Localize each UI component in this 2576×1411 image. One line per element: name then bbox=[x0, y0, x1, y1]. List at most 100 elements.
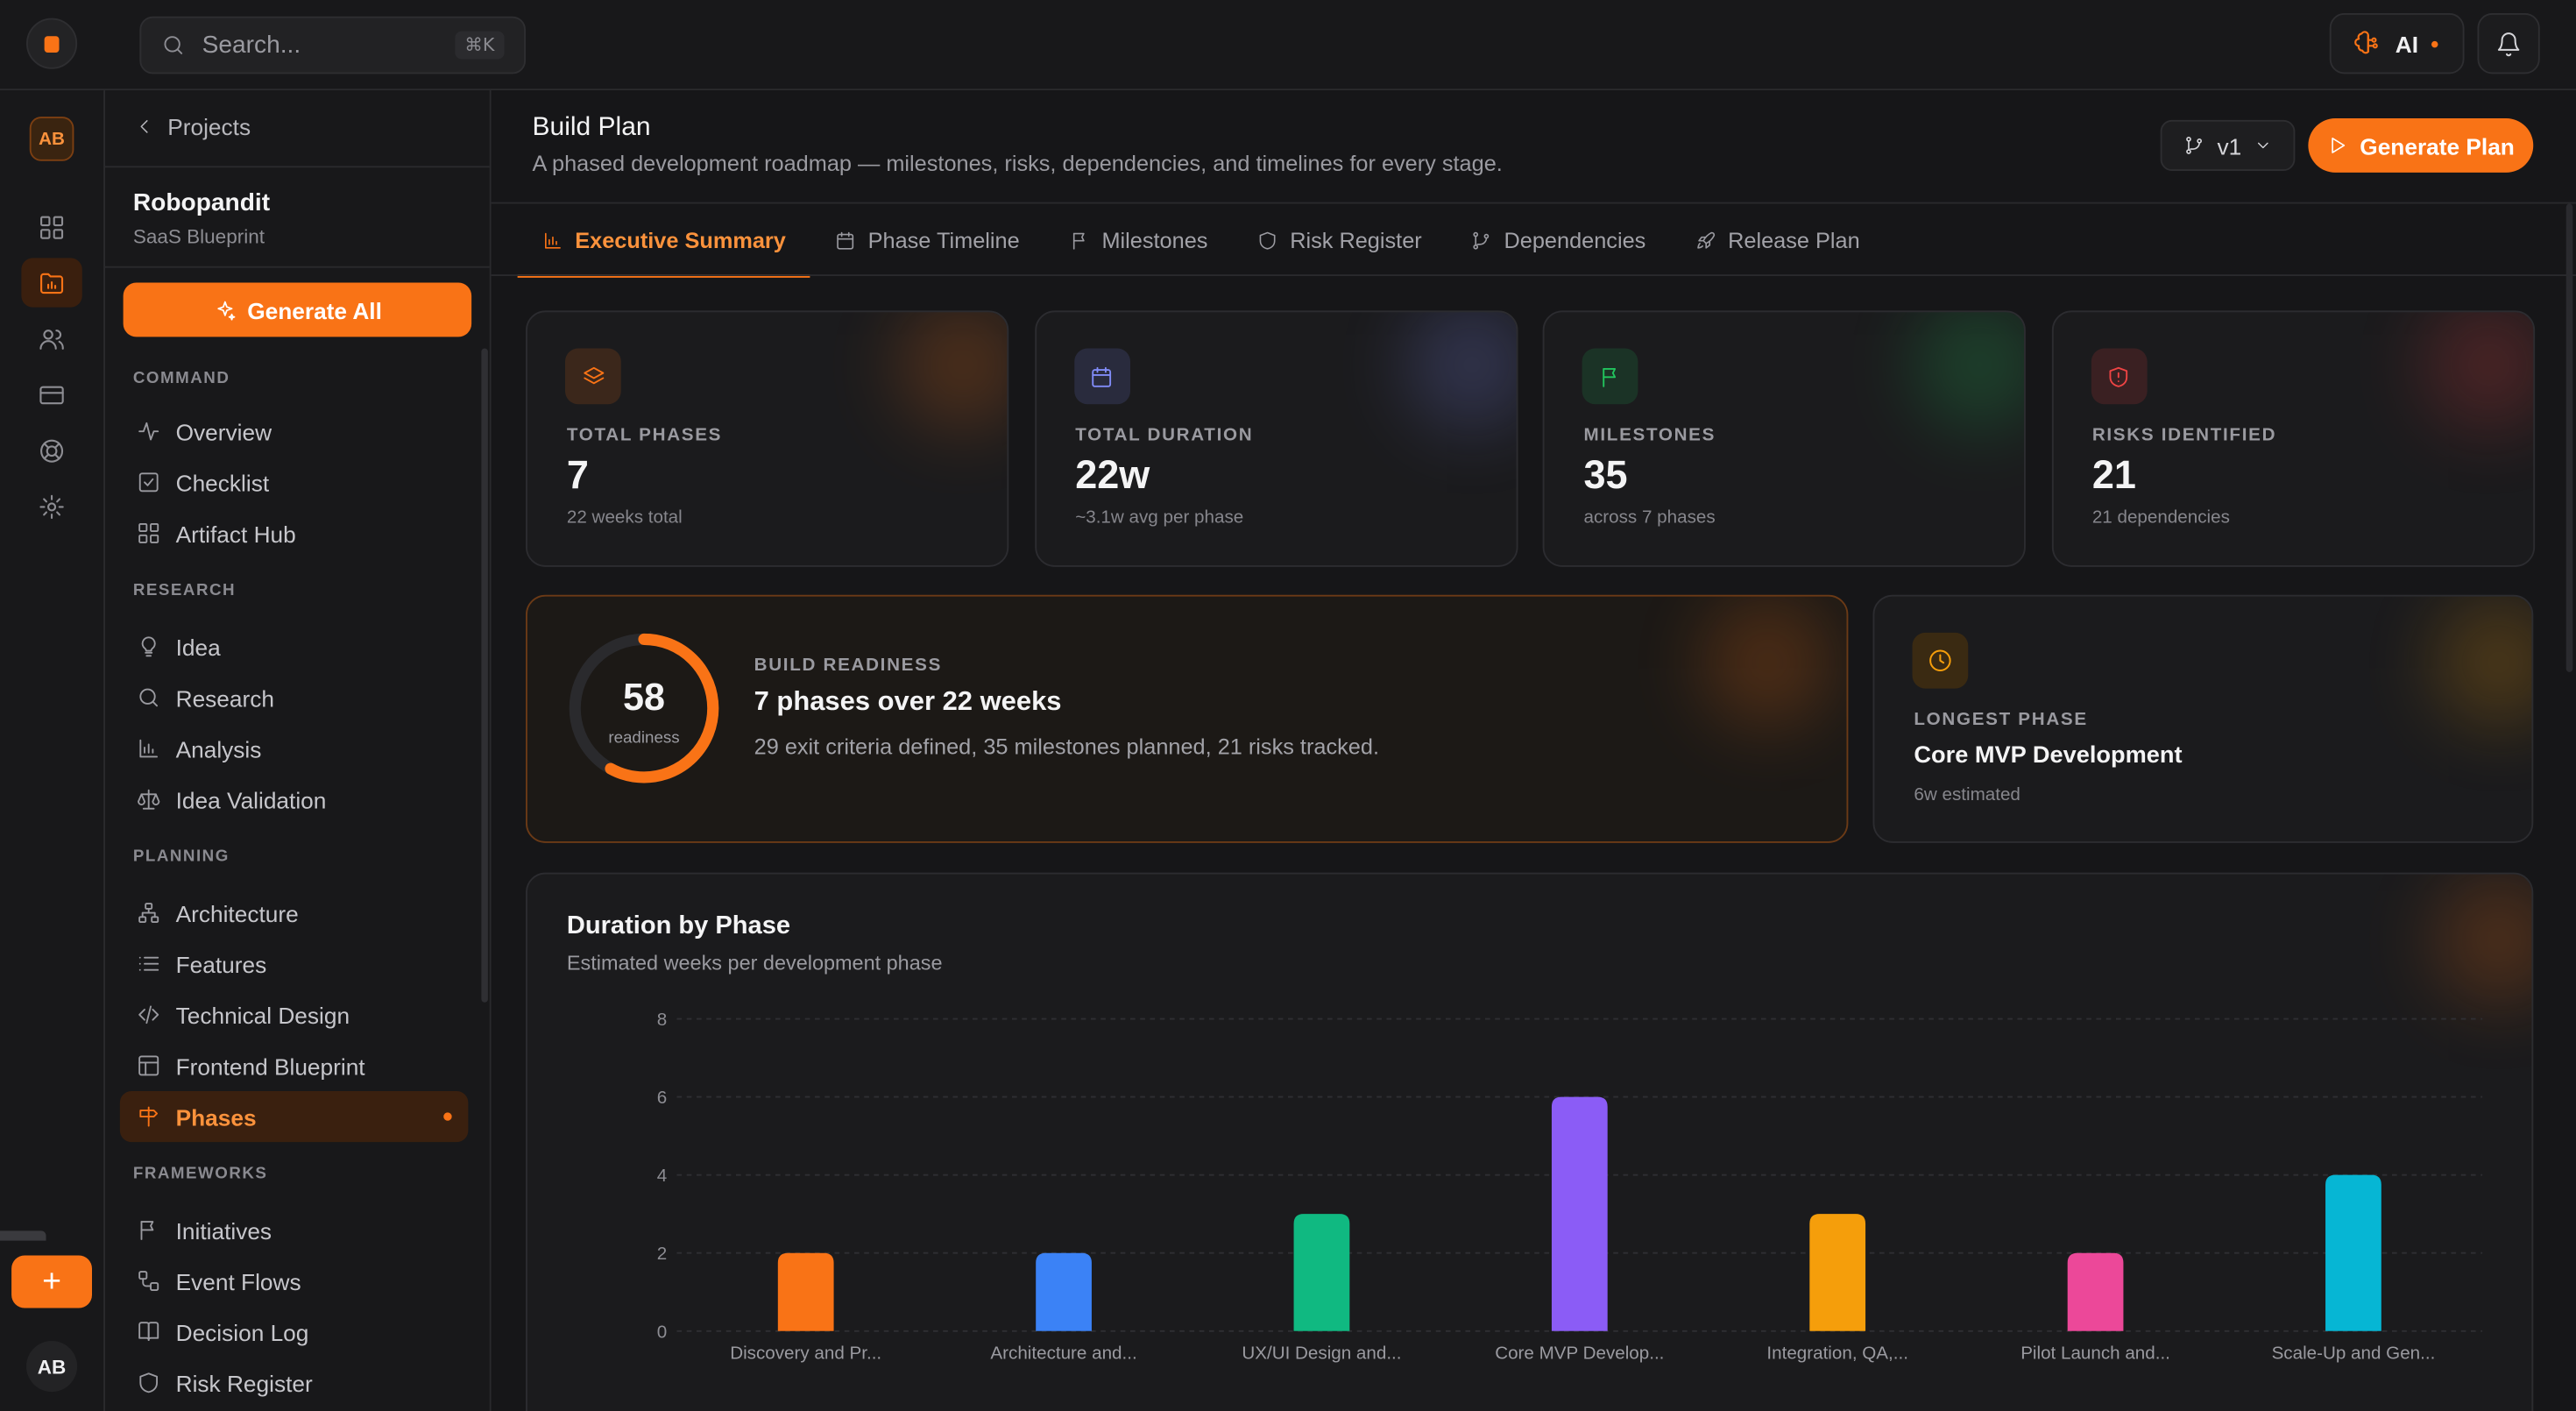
generate-plan-button[interactable]: Generate Plan bbox=[2308, 118, 2534, 173]
tab-executive-summary[interactable]: Executive Summary bbox=[517, 204, 811, 278]
signpost-icon bbox=[137, 1104, 161, 1129]
sidebar-item-analysis[interactable]: Analysis bbox=[120, 723, 469, 774]
readiness-ring-progress bbox=[569, 633, 719, 783]
rail-settings[interactable] bbox=[21, 481, 81, 530]
sidebar-scrollbar[interactable] bbox=[481, 348, 488, 1003]
layout-icon bbox=[137, 1053, 161, 1078]
rail-support[interactable] bbox=[21, 426, 81, 475]
sidebar-item-label: Phases bbox=[175, 1103, 257, 1131]
sidebar-item-overview[interactable]: Overview bbox=[120, 406, 469, 457]
rail-team[interactable] bbox=[21, 314, 81, 363]
app-logo[interactable] bbox=[26, 18, 78, 69]
sidebar-item-architecture[interactable]: Architecture bbox=[120, 888, 469, 939]
sidebar-item-idea[interactable]: Idea bbox=[120, 621, 469, 672]
sidebar-item-decision-log[interactable]: Decision Log bbox=[120, 1307, 469, 1358]
x-tick-label: Architecture and... bbox=[990, 1344, 1136, 1364]
sidebar-item-risk-register[interactable]: Risk Register bbox=[120, 1358, 469, 1408]
y-tick-label: 4 bbox=[657, 1166, 667, 1186]
duration-bar-chart: 0 2 4 6 8 Discovery and Pr... Architecture and… bbox=[657, 1010, 2483, 1364]
divider bbox=[491, 202, 2576, 204]
card-glow bbox=[2422, 312, 2533, 431]
clock-icon bbox=[1912, 632, 1969, 689]
notifications-button[interactable] bbox=[2477, 13, 2540, 74]
rail-projects[interactable] bbox=[21, 258, 82, 308]
version-selector[interactable]: v1 bbox=[2160, 119, 2296, 171]
sidebar-item-label: Initiatives bbox=[175, 1216, 272, 1244]
search-bar[interactable]: Search... ⌘K bbox=[139, 16, 526, 74]
rail-dashboard[interactable] bbox=[21, 202, 81, 252]
sidebar-item-features[interactable]: Features bbox=[120, 939, 469, 989]
project-type: SaaS Blueprint bbox=[132, 224, 265, 249]
sidebar-item-event-flows[interactable]: Event Flows bbox=[120, 1256, 469, 1307]
grid-icon bbox=[38, 213, 66, 241]
sidebar-item-artifact-hub[interactable]: Artifact Hub bbox=[120, 507, 469, 558]
sidebar-item-label: Overview bbox=[175, 418, 272, 445]
sidebar-item-phases[interactable]: Phases bbox=[119, 1091, 469, 1143]
card-glow bbox=[1405, 312, 1516, 431]
rail-collapse-handle[interactable] bbox=[0, 1230, 46, 1241]
sidebar-item-research[interactable]: Research bbox=[120, 672, 469, 723]
add-button[interactable]: + bbox=[11, 1255, 92, 1308]
generate-all-button[interactable]: Generate All bbox=[123, 282, 472, 337]
main-content: Build Plan A phased development roadmap … bbox=[491, 90, 2576, 1411]
ai-button[interactable]: AI bbox=[2329, 13, 2465, 74]
tab-dependencies[interactable]: Dependencies bbox=[1447, 204, 1671, 277]
back-to-projects[interactable]: Projects bbox=[135, 113, 251, 139]
readiness-label: BUILD READINESS bbox=[754, 656, 943, 676]
stat-label: MILESTONES bbox=[1583, 425, 1716, 446]
search-shortcut: ⌘K bbox=[454, 31, 505, 60]
sidebar-item-idea-validation[interactable]: Idea Validation bbox=[120, 774, 469, 825]
divider bbox=[105, 266, 490, 268]
workspace-avatar[interactable]: AB bbox=[29, 117, 74, 161]
version-label: v1 bbox=[2217, 131, 2242, 159]
tab-label: Release Plan bbox=[1728, 227, 1860, 252]
tab-risk-register[interactable]: Risk Register bbox=[1233, 204, 1447, 277]
user-avatar[interactable]: AB bbox=[26, 1341, 78, 1393]
stat-subtext: ~3.1w avg per phase bbox=[1075, 507, 1244, 528]
longest-phase-label: LONGEST PHASE bbox=[1914, 710, 2088, 730]
x-tick-label: Integration, QA,... bbox=[1766, 1344, 1908, 1364]
y-tick-label: 6 bbox=[657, 1088, 667, 1108]
rail-billing[interactable] bbox=[21, 370, 81, 419]
card-glow bbox=[2432, 874, 2532, 1006]
tab-release-plan[interactable]: Release Plan bbox=[1670, 204, 1884, 277]
readiness-score-label: readiness bbox=[608, 729, 680, 748]
calendar-icon bbox=[1073, 348, 1130, 405]
longest-phase-card: LONGEST PHASE Core MVP Development 6w es… bbox=[1872, 594, 2534, 843]
bar-chart-icon bbox=[137, 736, 161, 761]
x-tick-label: Scale-Up and Gen... bbox=[2272, 1344, 2436, 1364]
shield-icon bbox=[1257, 230, 1278, 251]
sidebar-item-label: Idea Validation bbox=[175, 786, 327, 813]
shield-alert-icon bbox=[2090, 348, 2147, 405]
x-tick-label: Pilot Launch and... bbox=[2020, 1344, 2170, 1364]
play-icon bbox=[2327, 135, 2348, 156]
stat-label: RISKS IDENTIFIED bbox=[2091, 425, 2277, 446]
main-scrollbar[interactable] bbox=[2565, 203, 2573, 672]
sidebar-nav: COMMAND Overview Checklist Artifact Hub RESE… bbox=[105, 369, 490, 1408]
stat-value: 22w bbox=[1075, 453, 1150, 499]
stat-label: TOTAL DURATION bbox=[1075, 425, 1254, 446]
x-tick-label: Discovery and Pr... bbox=[730, 1344, 881, 1364]
search-input[interactable]: Search... bbox=[202, 31, 301, 60]
sidebar-item-frontend-blueprint[interactable]: Frontend Blueprint bbox=[120, 1040, 469, 1091]
flag-icon bbox=[1069, 230, 1090, 251]
tab-phase-timeline[interactable]: Phase Timeline bbox=[810, 204, 1044, 277]
sidebar-item-initiatives[interactable]: Initiatives bbox=[120, 1204, 469, 1255]
divider bbox=[491, 274, 2576, 276]
back-label: Projects bbox=[167, 113, 251, 140]
tab-bar: Executive Summary Phase Timeline Milestone… bbox=[517, 204, 1885, 278]
sidebar-item-label: Event Flows bbox=[175, 1267, 301, 1294]
scale-icon bbox=[137, 787, 161, 812]
sidebar-item-checklist[interactable]: Checklist bbox=[120, 457, 469, 507]
readiness-description: 29 exit criteria defined, 35 milestones … bbox=[754, 734, 1379, 760]
workflow-icon bbox=[137, 1269, 161, 1294]
shield-icon bbox=[137, 1371, 161, 1395]
bar-5 bbox=[1809, 1214, 1866, 1331]
sidebar-item-technical-design[interactable]: Technical Design bbox=[120, 989, 469, 1040]
sidebar-item-label: Idea bbox=[175, 633, 221, 660]
nav-section-title: COMMAND bbox=[132, 369, 230, 388]
readiness-ring bbox=[569, 633, 719, 783]
tab-milestones[interactable]: Milestones bbox=[1044, 204, 1233, 277]
ai-label: AI bbox=[2395, 30, 2418, 57]
sidebar-item-label: Research bbox=[175, 684, 274, 711]
